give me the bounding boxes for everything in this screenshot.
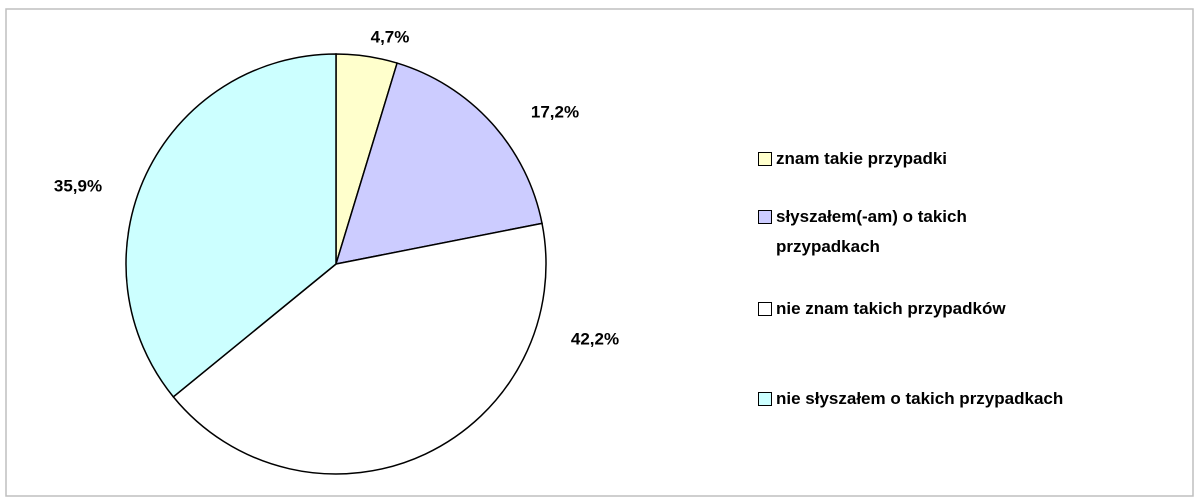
legend-swatch [758,392,772,406]
legend-swatch [758,302,772,316]
data-label: 42,2% [571,329,619,348]
legend-item: nie słyszałem o takich przypadkach [758,384,1063,414]
data-label: 35,9% [54,176,102,195]
legend-label: znam takie przypadki [776,149,948,168]
legend-label: nie znam takich przypadków [776,299,1006,318]
legend-label: nie słyszałem o takich przypadkach [776,389,1064,408]
pie-slice [125,53,337,398]
legend-item: znam takie przypadki [758,144,947,174]
legend-swatch [758,152,772,166]
pie-slice [172,222,547,475]
legend-label: słyszałem(-am) o takich przypadkach [776,207,967,256]
data-label: 4,7% [371,27,410,46]
data-label: 17,2% [531,102,579,121]
legend-item: słyszałem(-am) o takich przypadkach [758,202,1058,262]
pie-slice [334,62,543,265]
legend-item: nie znam takich przypadków [758,294,1006,324]
legend-swatch [758,210,772,224]
